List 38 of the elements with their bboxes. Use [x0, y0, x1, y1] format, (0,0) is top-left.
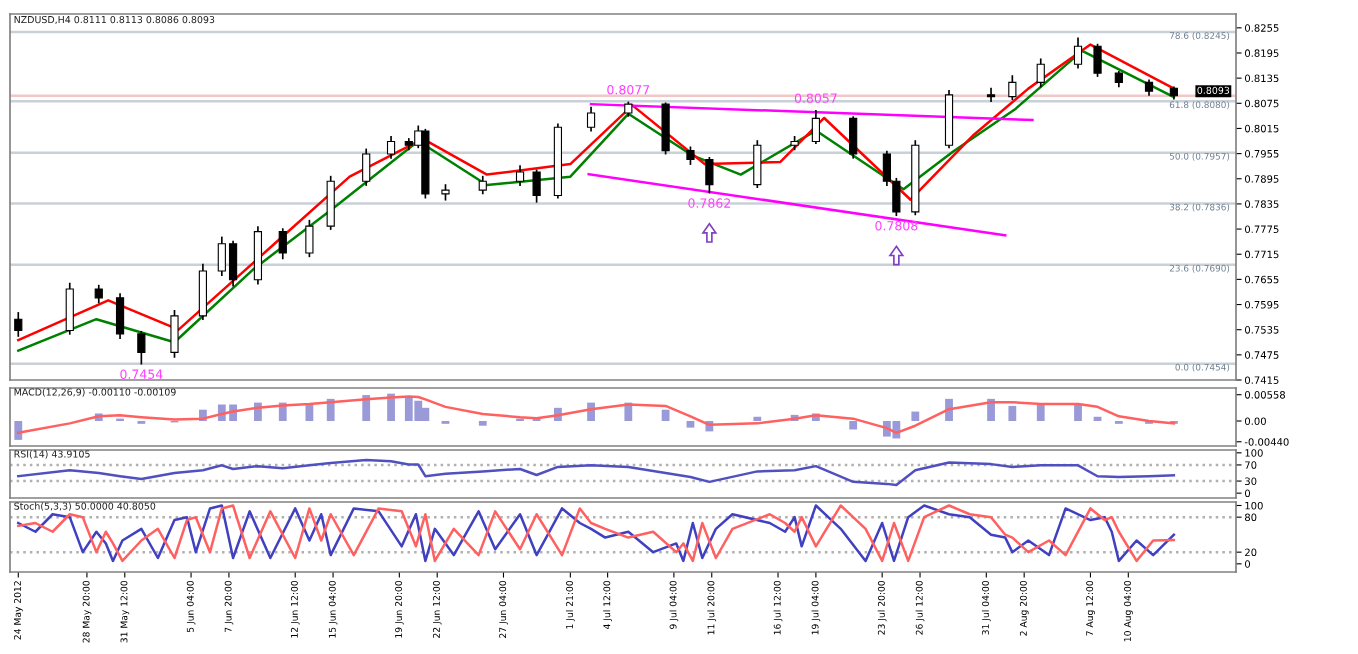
candlestick — [1093, 43, 1102, 77]
bar — [1074, 404, 1082, 422]
candlestick — [1073, 37, 1083, 69]
bar — [1036, 404, 1045, 422]
candlestick — [198, 263, 207, 321]
candlestick — [1036, 58, 1045, 88]
bar — [753, 416, 762, 422]
line-series — [17, 458, 1176, 487]
candlestick — [305, 219, 314, 258]
line-series — [17, 395, 1176, 435]
candlestick — [586, 106, 596, 132]
candlestick — [849, 116, 858, 159]
candlestick — [705, 156, 714, 194]
candlestick — [14, 312, 23, 337]
candlestick — [532, 169, 541, 203]
candlestick — [278, 228, 287, 260]
candlestick — [515, 165, 525, 186]
bar — [421, 407, 430, 422]
line-series — [17, 504, 1176, 563]
candlestick — [386, 136, 396, 159]
candlestick — [65, 282, 74, 335]
bar — [911, 411, 920, 422]
candlestick — [661, 102, 670, 155]
candlestick — [986, 87, 996, 103]
candlestick — [811, 110, 820, 144]
bar — [849, 421, 858, 430]
candlestick — [115, 293, 125, 339]
bar — [14, 421, 23, 440]
candlestick — [137, 330, 146, 365]
candlestick — [362, 148, 371, 186]
candlestick — [170, 309, 179, 358]
bar — [305, 404, 314, 422]
candlestick — [1008, 75, 1017, 100]
bar — [661, 409, 670, 422]
candlestick — [753, 140, 762, 188]
candlestick — [326, 175, 335, 230]
bar — [1008, 405, 1017, 422]
bar — [686, 421, 695, 428]
